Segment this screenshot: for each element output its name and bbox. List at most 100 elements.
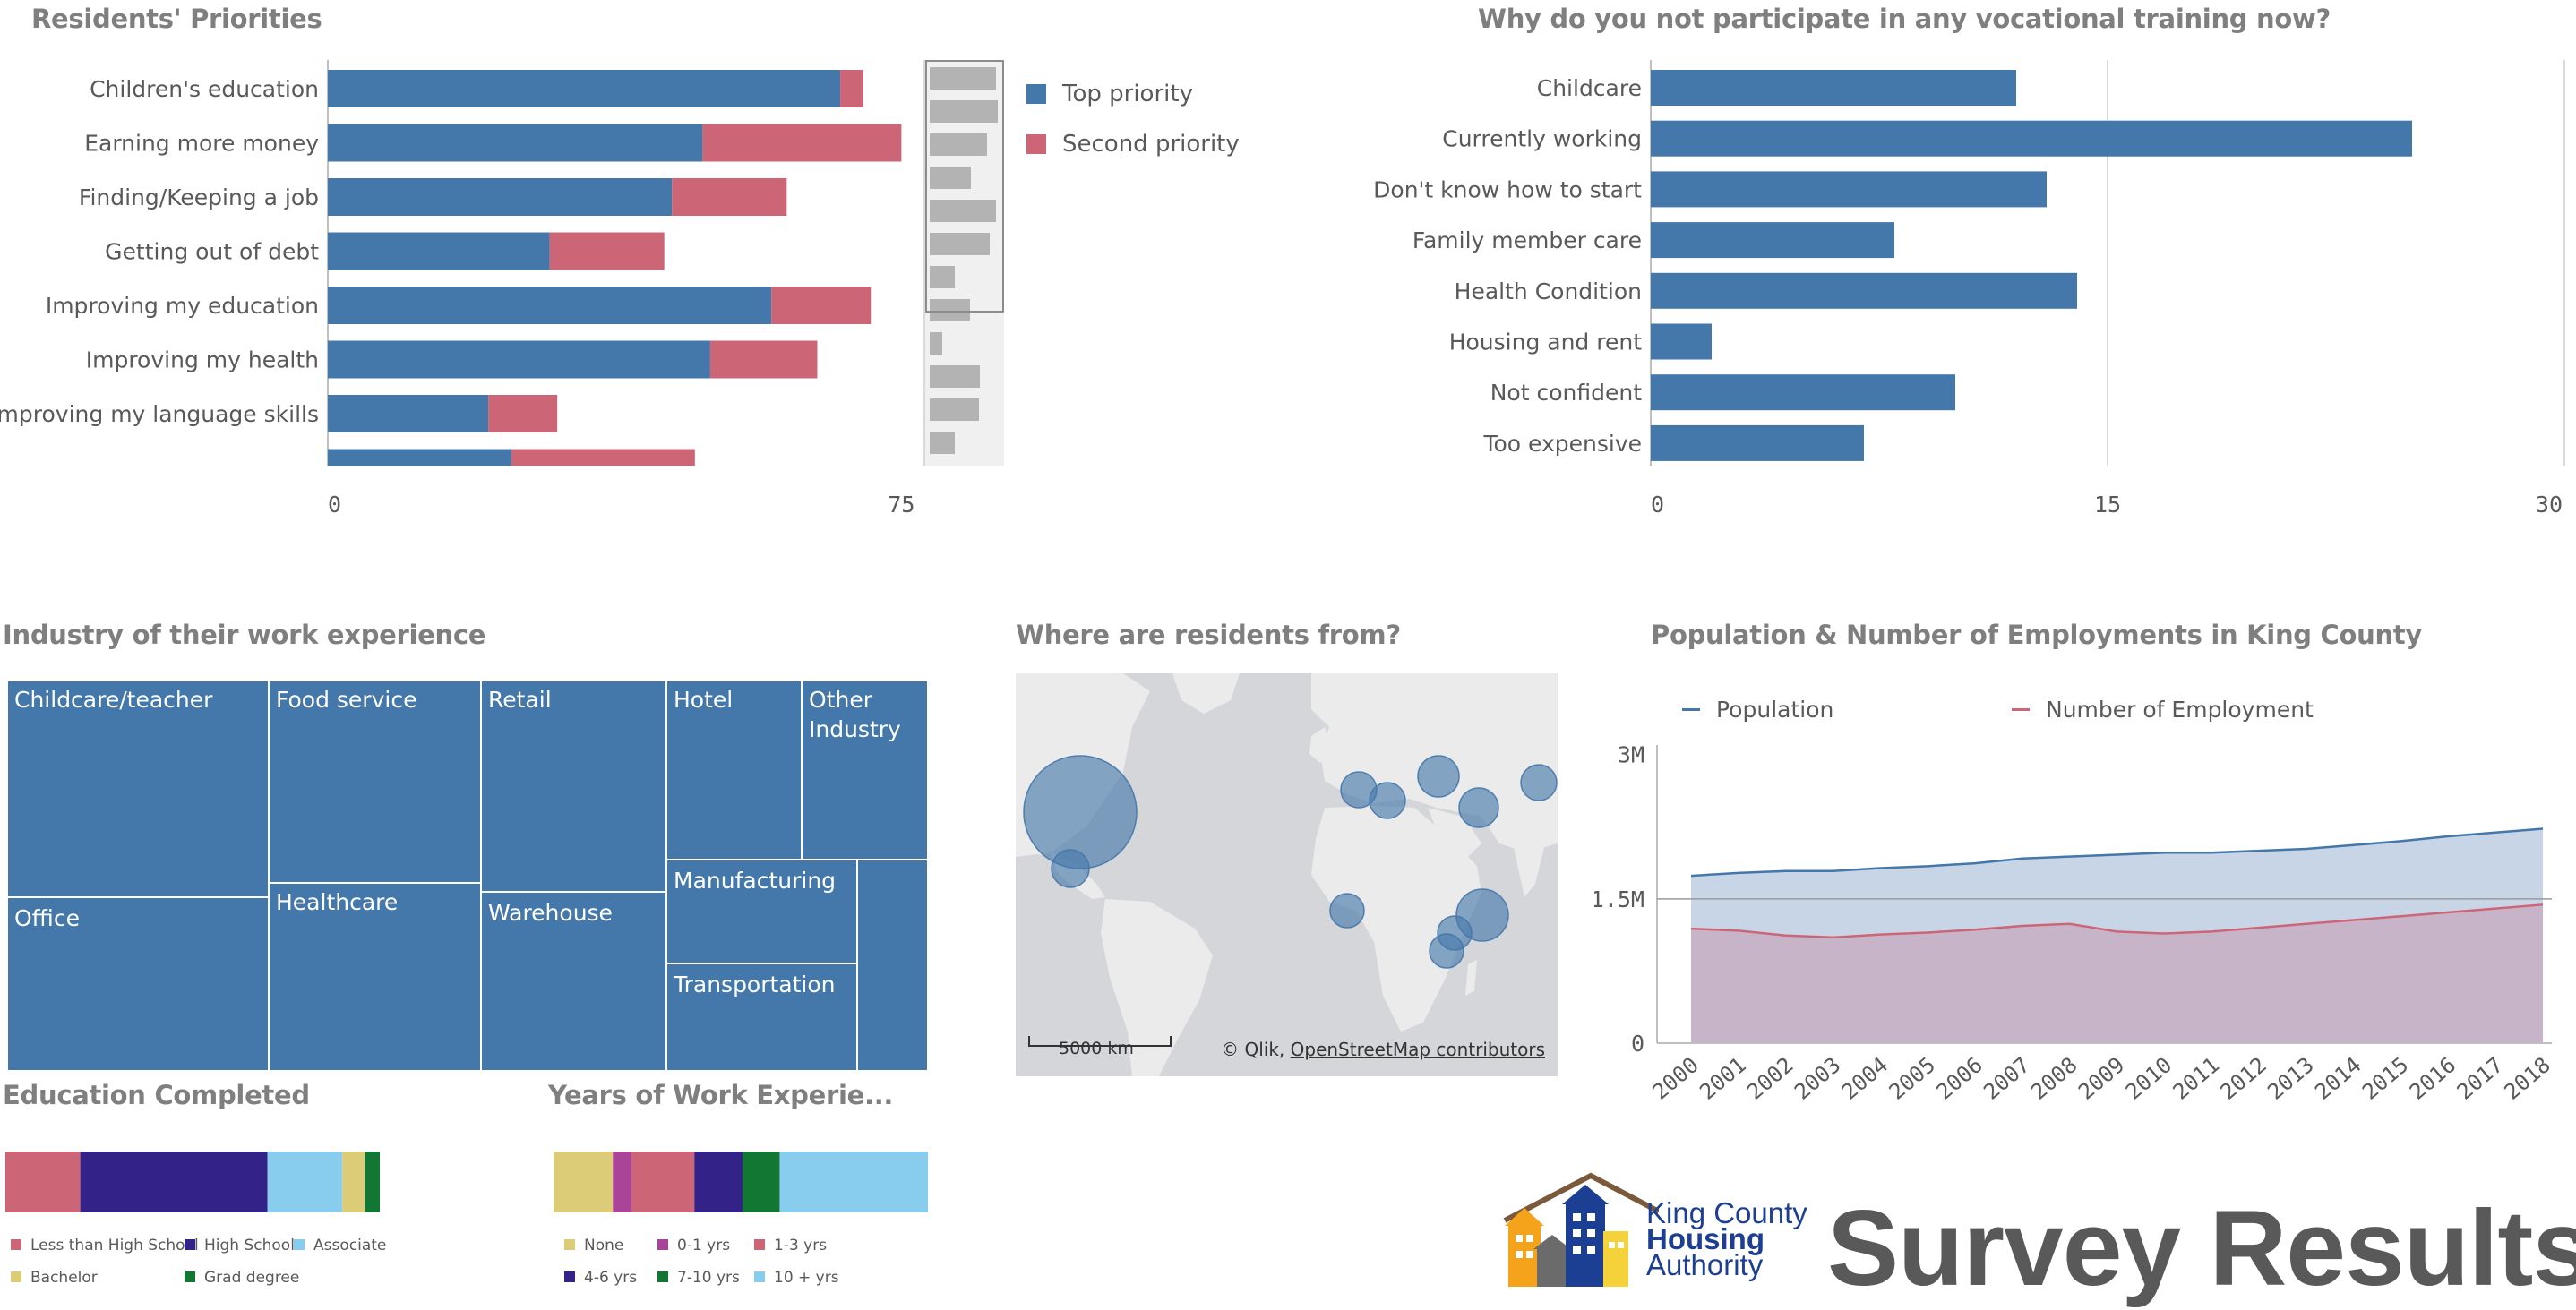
stacked-segment[interactable] — [267, 1152, 343, 1212]
stacked-segment[interactable] — [342, 1152, 365, 1212]
treemap-cell[interactable] — [480, 681, 667, 893]
priorities-bar-top[interactable] — [328, 232, 550, 270]
stacked-legend-label: None — [584, 1237, 623, 1254]
stacked-segment[interactable] — [613, 1152, 631, 1212]
treemap-cell[interactable] — [7, 896, 270, 1071]
treemap-cell[interactable] — [268, 882, 482, 1071]
vocational-chart[interactable]: Childcare Currently working Don't know how… — [1344, 49, 2576, 533]
stacked-segment[interactable] — [5, 1152, 81, 1212]
priorities-scrollbar-mark — [930, 233, 990, 255]
priorities-scrollbar-thumb[interactable] — [925, 60, 1004, 313]
bubble-tanzania — [1429, 933, 1464, 969]
priorities-bar-second[interactable] — [840, 70, 863, 107]
vocational-bar[interactable] — [1651, 171, 2047, 208]
priorities-bar-top[interactable] — [328, 124, 703, 162]
treemap-cell[interactable] — [665, 681, 803, 860]
vocational-category-label: Don't know how to start — [1373, 176, 1642, 202]
population-line[interactable] — [1690, 827, 2544, 878]
stacked-legend-label: Associate — [313, 1237, 386, 1254]
treemap-cell[interactable] — [7, 681, 270, 898]
population-x-tick-label: 2002 — [1742, 1052, 1798, 1105]
legend-label-employment: Number of Employment — [2046, 697, 2314, 723]
employment-line[interactable] — [1690, 903, 2544, 939]
education-chart[interactable]: Less than High School High School Associat… — [0, 1146, 537, 1298]
treemap-cell[interactable] — [268, 681, 482, 884]
priorities-chart[interactable]: Children's education Earning more money Fi… — [0, 49, 1021, 533]
stacked-segment[interactable] — [365, 1152, 380, 1212]
legend-label-top: Top priority — [1062, 81, 1193, 107]
vocational-category-label: Childcare — [1537, 75, 1642, 101]
priorities-bar-second[interactable] — [672, 178, 787, 216]
priorities-bar-second[interactable] — [488, 395, 558, 432]
vocational-bar[interactable] — [1651, 323, 1712, 360]
priorities-bar-second[interactable] — [702, 124, 902, 162]
population-x-tick-label: 2000 — [1648, 1052, 1704, 1105]
industry-title: Industry of their work experience — [3, 620, 486, 650]
residents-origin-map[interactable]: 5000 km © Qlik, OpenStreetMap contributo… — [1016, 673, 1558, 1076]
treemap-cell-label: Industry — [809, 716, 901, 742]
stacked-segment[interactable] — [743, 1152, 780, 1212]
population-legend-employment[interactable]: Number of Employment — [2012, 697, 2314, 723]
treemap-cell[interactable] — [856, 859, 928, 1071]
vocational-bar[interactable] — [1651, 70, 2016, 106]
priorities-category-label: Earning more money — [84, 131, 319, 157]
priorities-scrollbar-mark — [930, 167, 971, 189]
stacked-segment[interactable] — [694, 1152, 743, 1212]
stacked-segment[interactable] — [80, 1152, 268, 1212]
stacked-segment[interactable] — [631, 1152, 695, 1212]
population-x-tick-label: 2012 — [2216, 1052, 2271, 1105]
industry-treemap[interactable]: Childcare/teacher Food service Retail Hotel… — [7, 681, 928, 1071]
priorities-bar-second[interactable] — [549, 232, 665, 270]
priorities-legend-top[interactable]: Top priority — [1026, 81, 1193, 107]
treemap-cell-label: Food service — [276, 687, 416, 713]
vocational-bar[interactable] — [1651, 374, 1955, 411]
stacked-segment[interactable] — [779, 1152, 928, 1212]
priorities-scrollbar-track[interactable] — [925, 60, 1004, 466]
priorities-scrollbar-mark — [930, 332, 942, 355]
stacked-legend-swatch — [185, 1239, 195, 1250]
uk-shape — [1309, 727, 1331, 763]
stacked-legend-swatch — [185, 1271, 195, 1282]
priorities-bar-top[interactable] — [328, 340, 710, 379]
logo-house-yellow — [1603, 1231, 1628, 1287]
priorities-bar-top[interactable] — [328, 70, 841, 107]
vocational-bar[interactable] — [1651, 272, 2077, 309]
priorities-scrollbar-mark — [930, 398, 979, 421]
priorities-bar-top[interactable] — [328, 395, 489, 432]
population-x-tick-label: 2005 — [1885, 1052, 1940, 1105]
logo-house-orange — [1508, 1224, 1541, 1287]
bubble-russia — [1417, 755, 1460, 798]
stacked-legend-swatch — [754, 1239, 765, 1250]
priorities-category-label: Finding/Keeping a job — [79, 184, 319, 210]
priorities-bar-second[interactable] — [511, 449, 695, 467]
population-x-tick-label: 2009 — [2074, 1052, 2129, 1105]
priorities-tick-label: 75 — [888, 492, 914, 518]
logo-house-blue — [1566, 1203, 1605, 1287]
vocational-bar[interactable] — [1651, 424, 1864, 461]
legend-label-second: Second priority — [1062, 131, 1240, 158]
experience-chart[interactable]: None 0-1 yrs 1-3 yrs 4-6 yrs 7-10 yrs 10 + yr… — [548, 1146, 1086, 1298]
map-attribution-link[interactable]: OpenStreetMap contributors — [1290, 1039, 1545, 1060]
stacked-segment[interactable] — [554, 1152, 614, 1212]
treemap-cell[interactable] — [480, 891, 667, 1071]
population-y-tick-label: 1.5M — [1594, 886, 1644, 912]
stacked-legend-swatch — [294, 1239, 305, 1250]
bubble-mexico — [1051, 849, 1090, 888]
priorities-bar-top[interactable] — [328, 287, 772, 324]
population-legend-population[interactable]: Population — [1682, 697, 1833, 723]
priorities-bar-top[interactable] — [328, 449, 511, 467]
treemap-cell[interactable] — [665, 963, 858, 1071]
bubble-usa — [1023, 755, 1138, 869]
priorities-category-label: Getting out of debt — [105, 239, 319, 265]
experience-title: Years of Work Experie... — [548, 1080, 894, 1110]
vocational-bar[interactable] — [1651, 120, 2412, 157]
south-america-shape — [1101, 899, 1213, 1076]
priorities-bar-second[interactable] — [709, 340, 818, 379]
population-chart[interactable]: 01.5M3M200020012002200320042005200620072… — [1594, 734, 2576, 1119]
priorities-legend-second[interactable]: Second priority — [1026, 131, 1240, 158]
vocational-bar[interactable] — [1651, 222, 1894, 259]
treemap-cell-label: Hotel — [674, 687, 733, 713]
priorities-bar-second[interactable] — [771, 287, 872, 324]
priorities-bar-top[interactable] — [328, 178, 673, 216]
africa-shape — [1311, 806, 1481, 1032]
